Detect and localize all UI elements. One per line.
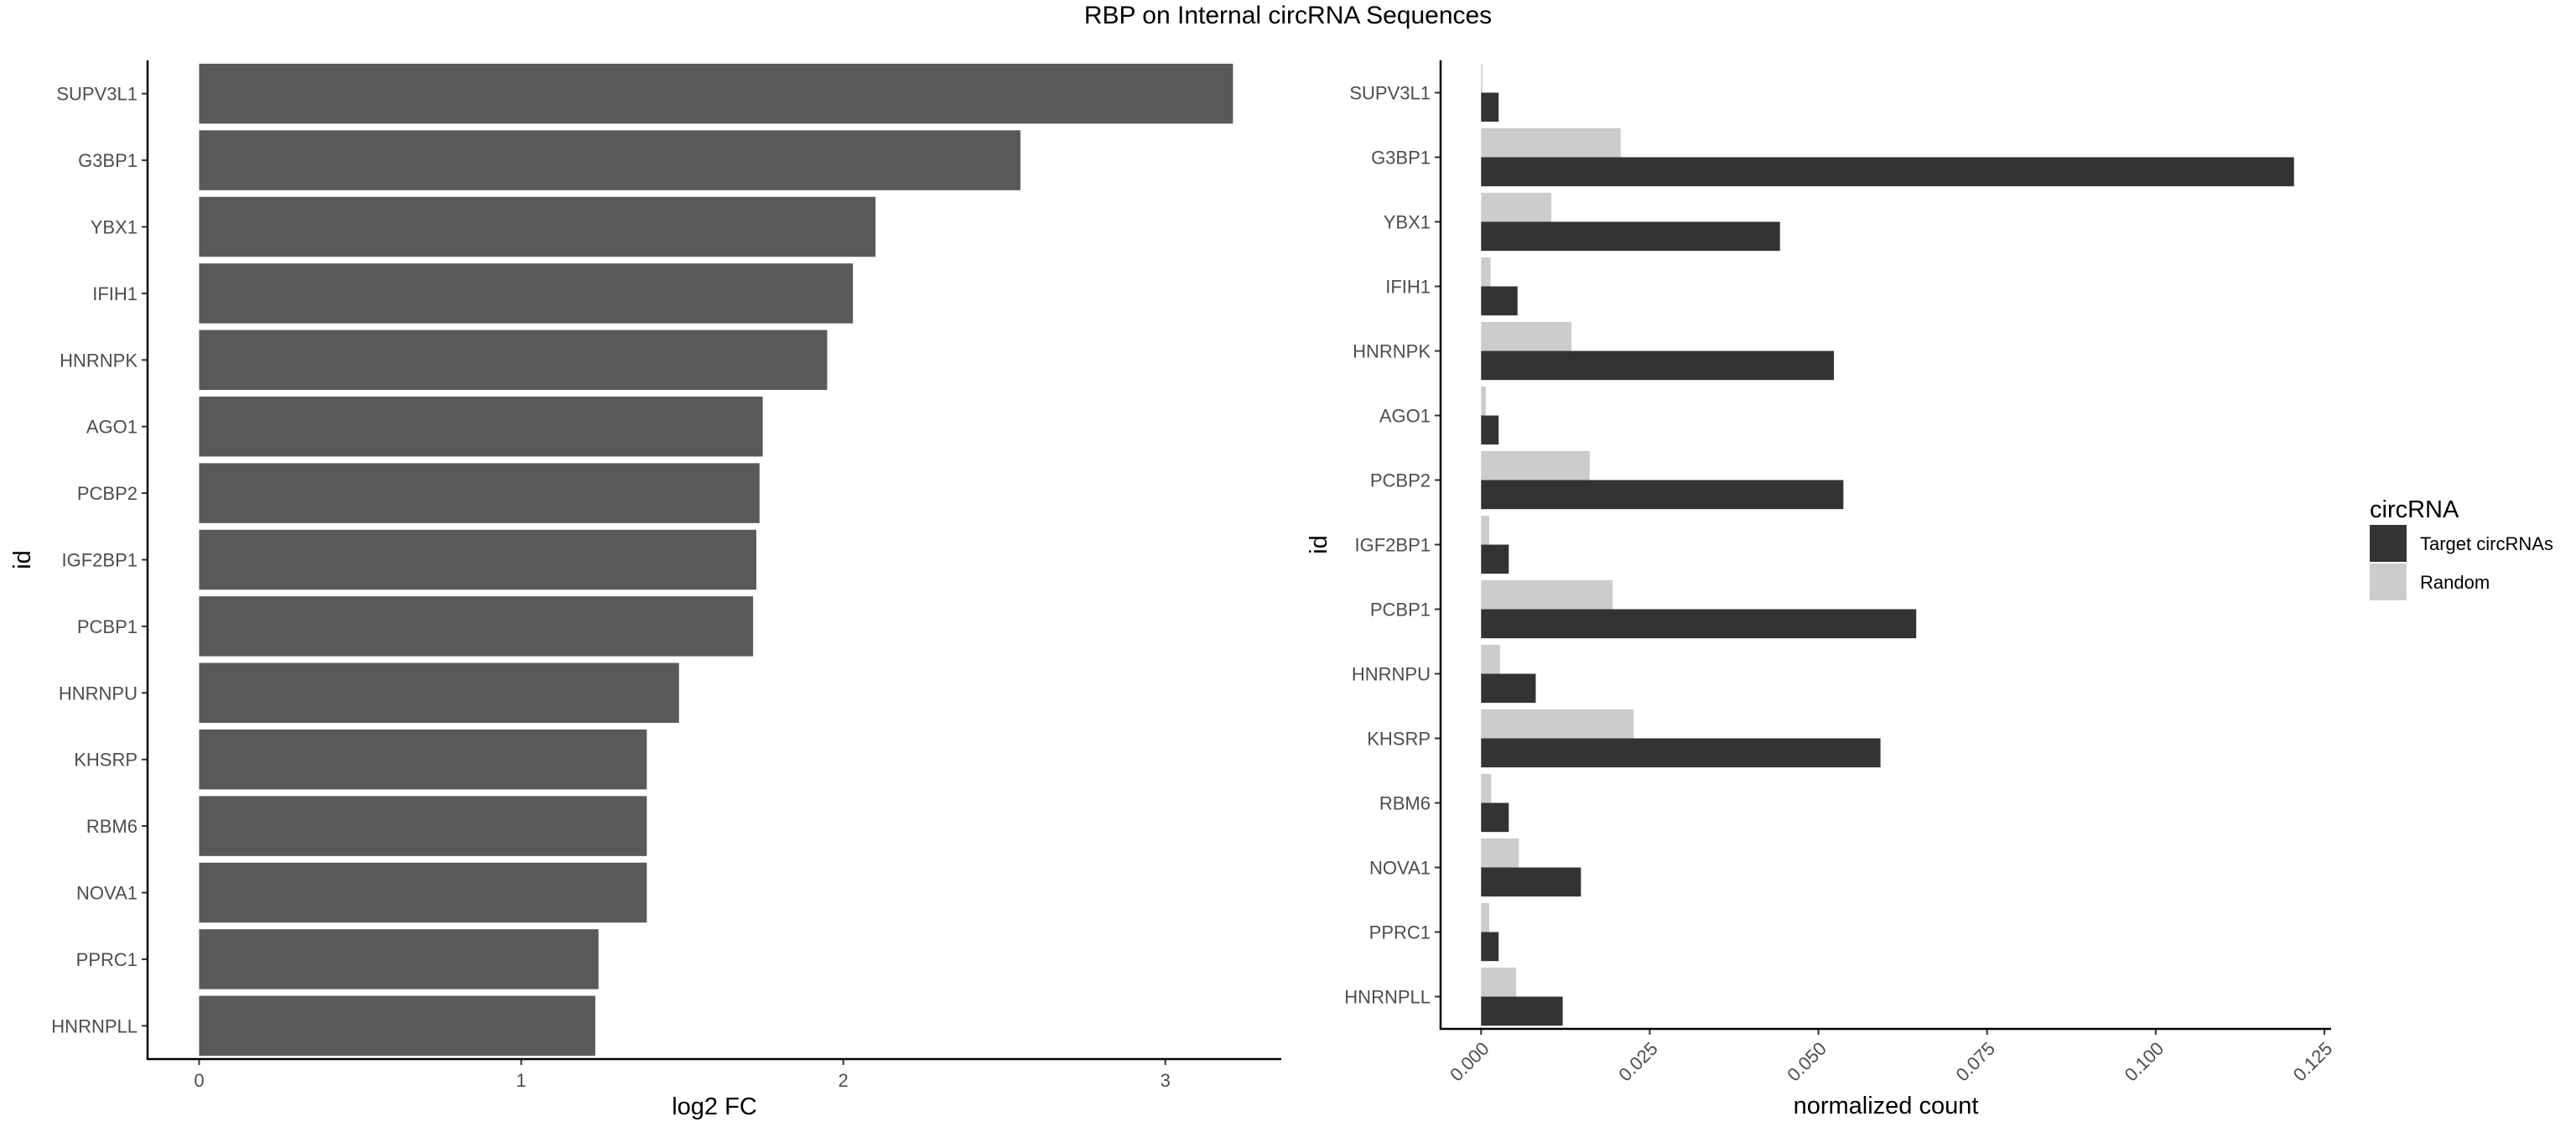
y-tick-label: RBM6 xyxy=(86,816,138,837)
y-tick-label: HNRNPU xyxy=(1352,664,1431,685)
bar-random-rbm6 xyxy=(1481,773,1492,803)
bar-target-hnrnpk xyxy=(1481,351,1835,381)
bar-g3bp1 xyxy=(199,130,1021,190)
bar-target-ybx1 xyxy=(1481,221,1780,252)
y-tick-label: HNRNPK xyxy=(1353,341,1431,362)
bar-pcbp1 xyxy=(199,596,754,657)
bar-target-pcbp2 xyxy=(1481,480,1844,510)
x-tick-label: 2 xyxy=(839,1070,849,1091)
x-tick-label: 1 xyxy=(516,1070,526,1091)
bar-target-pcbp1 xyxy=(1481,609,1917,639)
y-tick-label: PPRC1 xyxy=(76,949,138,970)
bar-target-hnrnpu xyxy=(1481,673,1536,704)
bar-target-g3bp1 xyxy=(1481,157,2294,187)
bar-random-nova1 xyxy=(1481,838,1519,868)
x-tick-label: 3 xyxy=(1161,1070,1171,1091)
y-tick-label: KHSRP xyxy=(1367,729,1431,750)
legend-label: Target circRNAs xyxy=(2420,533,2553,554)
bar-random-khsrp xyxy=(1481,709,1634,739)
legend-key-target xyxy=(2370,525,2407,562)
bar-igf2bp1 xyxy=(199,529,756,590)
y-tick-label: NOVA1 xyxy=(76,883,138,904)
y-tick-label: IGF2BP1 xyxy=(1355,535,1431,556)
y-tick-label: NOVA1 xyxy=(1369,858,1431,879)
bar-random-pcbp2 xyxy=(1481,450,1590,480)
x-tick-label: 0.075 xyxy=(1951,1038,1999,1086)
y-tick-label: PCBP2 xyxy=(77,483,138,504)
y-tick-label: PCBP1 xyxy=(1370,600,1431,621)
bar-target-pprc1 xyxy=(1481,932,1499,962)
bar-hnrnpu xyxy=(199,662,679,724)
x-tick-label: 0.050 xyxy=(1783,1038,1831,1086)
bar-target-supv3l1 xyxy=(1481,92,1499,122)
bar-target-khsrp xyxy=(1481,738,1881,768)
bar-target-ifih1 xyxy=(1481,286,1518,316)
bar-ago1 xyxy=(199,396,763,457)
bar-pcbp2 xyxy=(199,463,760,523)
y-tick-label: HNRNPLL xyxy=(1344,987,1431,1008)
bar-random-hnrnpk xyxy=(1481,321,1572,351)
bar-hnrnpll xyxy=(199,995,595,1057)
bar-target-hnrnpll xyxy=(1481,996,1563,1026)
bar-nova1 xyxy=(199,862,647,923)
y-tick-label: PPRC1 xyxy=(1369,922,1431,943)
y-tick-label: HNRNPK xyxy=(60,350,138,371)
bar-random-igf2bp1 xyxy=(1481,515,1489,545)
bar-ifih1 xyxy=(199,263,854,324)
y-tick-label: PCBP2 xyxy=(1370,470,1431,491)
bar-target-rbm6 xyxy=(1481,802,1509,833)
y-axis-title: id xyxy=(1306,535,1332,554)
bar-target-ago1 xyxy=(1481,415,1499,445)
bar-rbm6 xyxy=(199,796,647,856)
x-tick-label: 0.125 xyxy=(2289,1038,2337,1086)
y-tick-label: HNRNPLL xyxy=(51,1015,138,1036)
x-axis-title: log2 FC xyxy=(672,1093,757,1120)
y-tick-label: PCBP1 xyxy=(77,616,138,637)
bar-hnrnpk xyxy=(199,330,828,391)
bar-random-ybx1 xyxy=(1481,192,1551,222)
bar-pprc1 xyxy=(199,929,599,989)
x-tick-label: 0.000 xyxy=(1446,1038,1493,1086)
y-tick-label: KHSRP xyxy=(74,750,138,771)
y-tick-label: IFIH1 xyxy=(92,283,138,304)
y-tick-label: G3BP1 xyxy=(78,150,138,171)
bar-random-pcbp1 xyxy=(1481,579,1613,610)
y-tick-label: RBM6 xyxy=(1379,793,1431,814)
bar-ybx1 xyxy=(199,196,876,257)
bar-random-ago1 xyxy=(1481,386,1486,416)
bar-khsrp xyxy=(199,729,647,790)
legend-label: Random xyxy=(2420,572,2490,593)
bar-random-hnrnpu xyxy=(1481,644,1500,674)
bar-random-g3bp1 xyxy=(1481,127,1621,158)
y-tick-label: G3BP1 xyxy=(1371,148,1431,169)
y-tick-label: YBX1 xyxy=(91,217,138,238)
x-tick-label: 0.025 xyxy=(1614,1038,1662,1086)
y-tick-label: YBX1 xyxy=(1384,212,1431,233)
bar-random-supv3l1 xyxy=(1481,63,1483,93)
bar-random-hnrnpll xyxy=(1481,967,1517,997)
y-tick-label: AGO1 xyxy=(86,417,138,438)
y-tick-label: IGF2BP1 xyxy=(62,550,138,571)
bar-random-pprc1 xyxy=(1481,902,1489,932)
y-tick-label: SUPV3L1 xyxy=(56,84,138,105)
bar-random-ifih1 xyxy=(1481,257,1491,287)
bar-supv3l1 xyxy=(199,63,1233,124)
legend-title: circRNA xyxy=(2370,496,2459,523)
y-axis-title: id xyxy=(9,550,36,569)
x-tick-label: 0.100 xyxy=(2121,1038,2168,1086)
x-axis-title: normalized count xyxy=(1794,1093,1979,1119)
x-tick-label: 0 xyxy=(194,1070,204,1091)
bar-target-igf2bp1 xyxy=(1481,544,1509,574)
y-tick-label: SUPV3L1 xyxy=(1349,83,1431,104)
y-tick-label: HNRNPU xyxy=(59,683,138,704)
y-tick-label: IFIH1 xyxy=(1385,277,1431,298)
chart-title: RBP on Internal circRNA Sequences xyxy=(1083,2,1493,29)
legend-key-random xyxy=(2370,564,2407,600)
y-tick-label: AGO1 xyxy=(1379,406,1431,427)
bar-target-nova1 xyxy=(1481,867,1581,897)
